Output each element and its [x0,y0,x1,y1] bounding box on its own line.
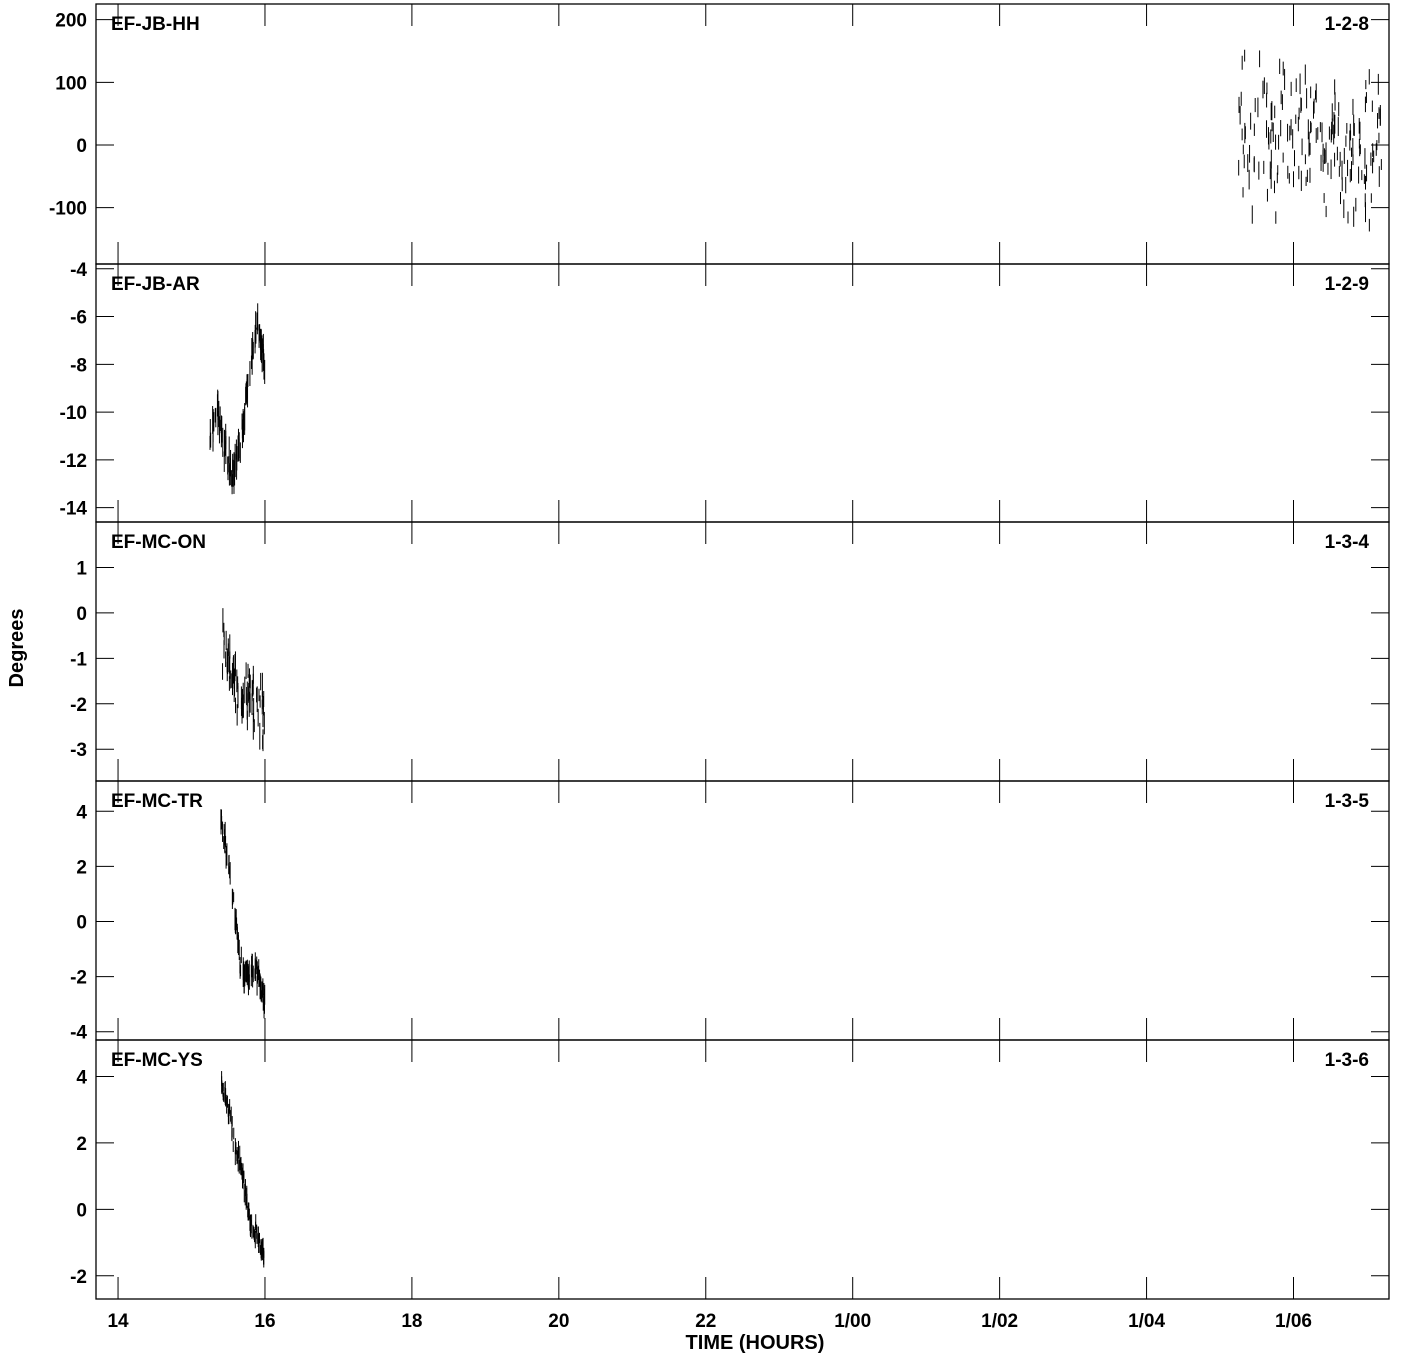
y-tick-label: 0 [76,604,87,625]
x-tick-label: 20 [548,1311,569,1332]
y-tick-label: 0 [76,1200,87,1221]
y-tick-label: 4 [76,1068,87,1089]
y-tick-label: 0 [76,913,87,934]
x-tick-label: 18 [401,1311,422,1332]
y-tick-label: -2 [70,968,87,989]
x-tick-label: 1/04 [1128,1311,1165,1332]
y-tick-label: 2 [76,857,87,878]
x-tick-label: 16 [254,1311,275,1332]
y-tick-label: 100 [55,73,87,94]
baseline-label: EF-MC-YS [111,1050,203,1071]
x-tick-label: 1/00 [834,1311,871,1332]
baseline-label: EF-MC-TR [111,791,203,812]
baseline-id: 1-2-9 [1325,274,1369,295]
y-tick-label: 1 [76,558,87,579]
baseline-label: EF-JB-HH [111,14,200,35]
y-tick-label: -10 [60,403,87,424]
y-tick-label: -3 [70,740,87,761]
y-tick-label: -4 [70,260,87,281]
baseline-id: 1-3-4 [1325,532,1370,553]
x-tick-label: 14 [107,1311,129,1332]
y-tick-label: -6 [70,308,87,329]
x-axis-title: TIME (HOURS) [686,1332,825,1354]
panel-frame [95,1039,1390,1300]
baseline-id: 1-2-8 [1325,14,1369,35]
y-tick-label: -4 [70,1023,87,1044]
y-tick-label: 0 [76,136,87,157]
panel-frame [95,263,1390,523]
y-tick-label: -2 [70,1267,87,1288]
x-tick-label: 1/06 [1275,1311,1312,1332]
baseline-label: EF-JB-AR [111,274,200,295]
panel-frame [95,780,1390,1041]
panel-frame [95,521,1390,782]
x-tick-label: 22 [695,1311,716,1332]
baseline-id: 1-3-5 [1325,791,1370,812]
baseline-id: 1-3-6 [1325,1050,1369,1071]
y-axis-title: Degrees [6,609,28,688]
y-tick-label: -1 [70,649,87,670]
y-tick-label: 200 [55,11,87,32]
baseline-label: EF-MC-ON [111,532,206,553]
y-tick-label: 4 [76,802,87,823]
y-tick-label: -14 [60,499,88,520]
y-tick-label: -12 [60,451,87,472]
panel-frame [95,3,1390,265]
y-tick-label: -8 [70,355,87,376]
y-tick-label: -2 [70,695,87,716]
y-tick-label: 2 [76,1134,87,1155]
x-tick-label: 1/02 [981,1311,1018,1332]
y-tick-label: -100 [49,199,87,220]
